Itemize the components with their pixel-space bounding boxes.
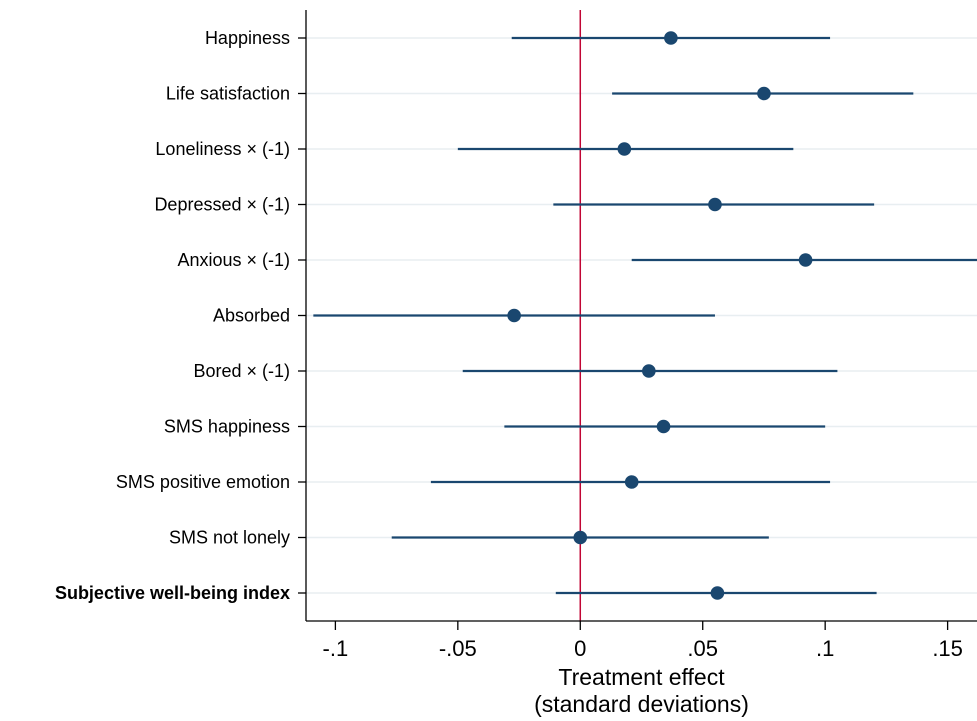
point-estimate-marker	[624, 475, 639, 489]
y-tick-label: Anxious × (-1)	[177, 250, 290, 270]
point-estimate-marker	[617, 142, 632, 156]
x-tick-label: -.1	[323, 636, 349, 661]
x-tick-label: 0	[574, 636, 586, 661]
y-tick-label: Life satisfaction	[166, 84, 290, 104]
x-axis-title-line1: Treatment effect	[558, 664, 725, 690]
x-tick-label: .15	[932, 636, 963, 661]
x-tick-label: .05	[687, 636, 718, 661]
x-tick-label: .1	[816, 636, 834, 661]
x-axis-ticks: -.1 -.05 0 .05 .1 .15	[323, 621, 963, 661]
y-axis-ticks: Happiness Life satisfaction Loneliness × (…	[55, 28, 306, 603]
x-tick-label: -.05	[439, 636, 477, 661]
point-estimate-marker	[664, 31, 678, 45]
point-estimate-marker	[656, 419, 671, 434]
y-tick-label: SMS happiness	[164, 417, 290, 437]
y-tick-label: SMS not lonely	[169, 528, 290, 548]
point-estimate-marker	[757, 86, 771, 101]
y-tick-label: SMS positive emotion	[116, 472, 290, 492]
x-axis-title-line2: (standard deviations)	[534, 691, 749, 717]
point-estimate-marker	[507, 308, 521, 323]
point-estimate-marker	[708, 197, 722, 212]
y-tick-label: Absorbed	[213, 306, 290, 326]
point-estimate-marker	[573, 530, 588, 545]
point-estimate-marker	[710, 586, 725, 600]
y-tick-label: Happiness	[205, 28, 290, 48]
y-tick-label: Depressed × (-1)	[154, 195, 290, 215]
y-tick-label: Subjective well-being index	[55, 583, 290, 603]
y-tick-label: Bored × (-1)	[193, 361, 290, 381]
point-estimate-marker	[642, 364, 656, 378]
y-tick-label: Loneliness × (-1)	[155, 139, 290, 159]
point-estimate-marker	[798, 253, 813, 267]
point-estimates	[507, 31, 813, 600]
